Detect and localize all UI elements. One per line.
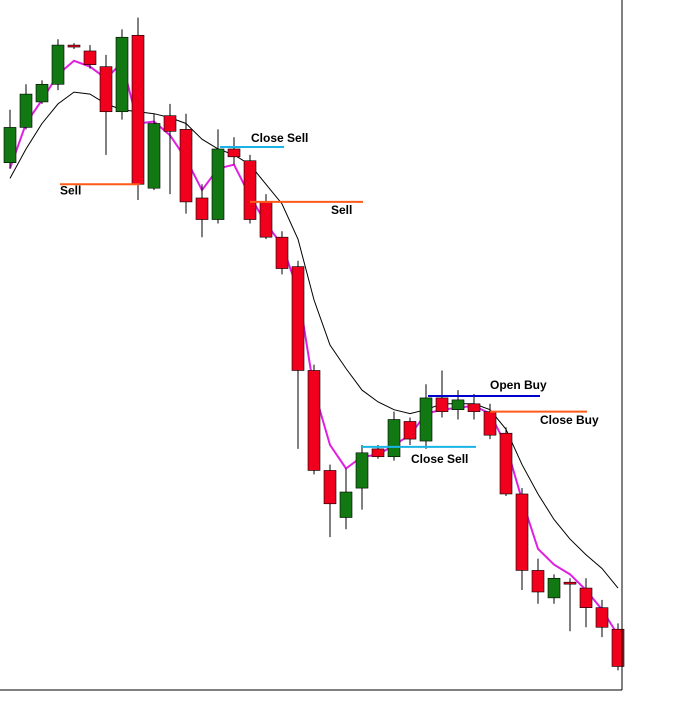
candle-body [515, 493, 529, 571]
candle-body [99, 66, 113, 113]
candle-body [291, 266, 305, 371]
annotation-label: Sell [60, 183, 81, 197]
candle-body [163, 115, 177, 132]
candle-body [563, 581, 577, 585]
candle-body [611, 628, 625, 667]
candle-body [531, 570, 545, 593]
candle-body [483, 411, 497, 436]
candle-body [67, 44, 81, 48]
candle-body [259, 201, 273, 238]
candle-body [323, 470, 337, 505]
candle-body [275, 236, 289, 269]
candle-body [387, 419, 401, 458]
candles [3, 17, 625, 671]
candle-body [115, 36, 129, 113]
candle-body [3, 127, 17, 163]
candle-body [243, 160, 257, 220]
candle-body [131, 34, 145, 185]
candle-body [467, 403, 481, 412]
candle-body [339, 491, 353, 518]
candle-body [499, 432, 513, 495]
candle-body [35, 83, 49, 103]
candle-body [211, 148, 225, 220]
candle-body [19, 93, 33, 128]
annotation-label: Close Sell [251, 131, 308, 145]
candle-body [547, 577, 561, 599]
candle-body [195, 197, 209, 220]
candle-body [371, 448, 385, 458]
candle-body [451, 399, 465, 410]
candle-body [307, 370, 321, 471]
candle-body [83, 50, 97, 65]
candle-body [579, 587, 593, 608]
candle-body [435, 397, 449, 412]
candle-body [595, 607, 609, 628]
candle-body [51, 44, 65, 85]
candle-body [419, 397, 433, 442]
annotation-label: Close Buy [540, 413, 599, 427]
candle-body [227, 148, 241, 158]
candle-body [403, 421, 417, 440]
annotation-label: Sell [331, 203, 352, 217]
annotation-label: Open Buy [490, 378, 547, 392]
candle-body [179, 129, 193, 203]
candle-body [355, 452, 369, 489]
annotation-label: Close Sell [411, 452, 468, 466]
annotations: Sell Close Sell Sell Close Sell Open Buy Clos… [60, 131, 599, 466]
candle-body [147, 123, 161, 189]
